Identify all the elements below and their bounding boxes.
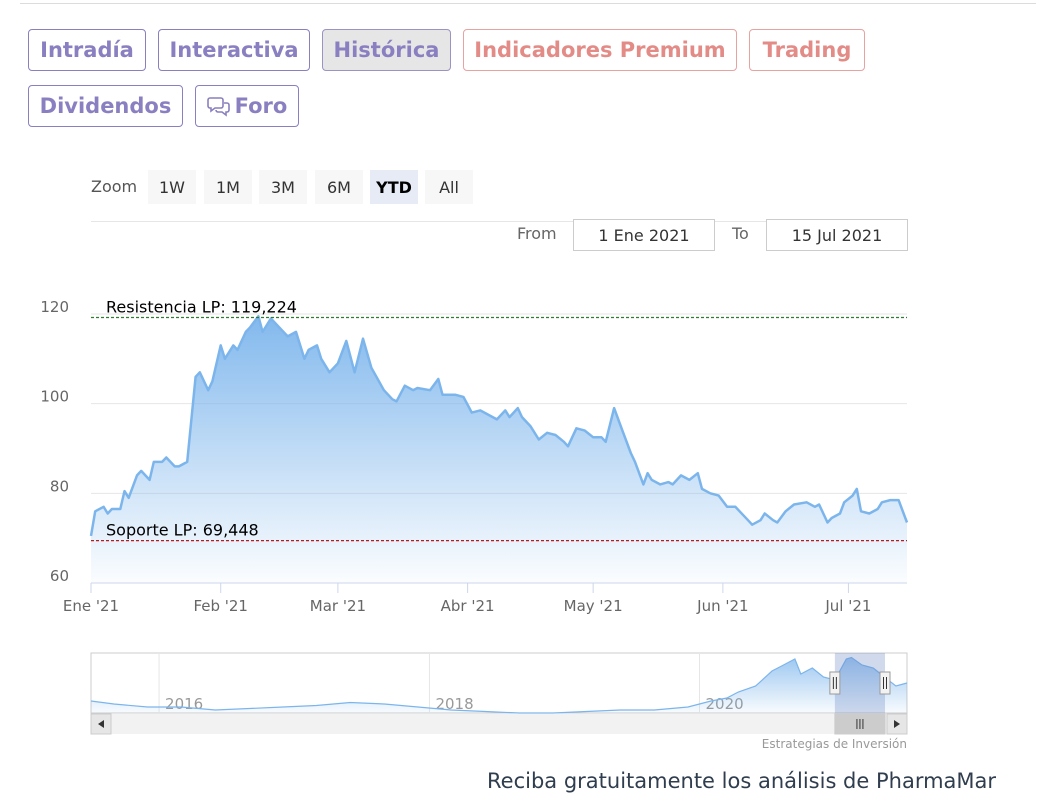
pharmamar-cta-link[interactable]: Reciba gratuitamente los análisis de Pha… — [487, 769, 997, 793]
y-tick-label: 100 — [40, 388, 69, 406]
x-tick-label: Abr '21 — [441, 597, 495, 615]
zoom-6m-button[interactable]: 6M — [315, 170, 363, 204]
x-tick-label: Mar '21 — [310, 597, 366, 615]
zoom-ytd-button[interactable]: YTD — [370, 170, 418, 204]
zoom-all-button[interactable]: All — [425, 170, 473, 204]
handle-box — [829, 671, 841, 695]
x-tick-label: Feb '21 — [193, 597, 248, 615]
tab-interactiva[interactable]: Interactiva — [158, 29, 310, 71]
tab-trading[interactable]: Trading — [749, 29, 865, 71]
chart-credits[interactable]: Estrategias de Inversión — [761, 737, 907, 751]
tab-label: Trading — [762, 38, 852, 62]
tab-label: Foro — [234, 94, 288, 118]
thumb-box — [834, 713, 886, 735]
tab-label: Dividendos — [39, 94, 172, 118]
from-date-input[interactable]: 1 Ene 2021 — [573, 219, 715, 251]
navigator-year-label: 2016 — [165, 695, 203, 713]
tab-intradia[interactable]: Intradía — [28, 29, 146, 71]
y-tick-label: 60 — [50, 567, 69, 585]
scroll-button-box — [90, 713, 112, 735]
x-tick-label: Jul '21 — [824, 597, 871, 615]
navigator-year-label: 2018 — [435, 695, 473, 713]
top-divider — [20, 3, 1036, 4]
x-tick-label: Ene '21 — [63, 597, 119, 615]
tab-foro[interactable]: Foro — [195, 85, 299, 127]
from-label: From — [517, 224, 557, 243]
range-divider — [91, 221, 907, 222]
arrow-right-icon — [894, 720, 900, 728]
support-label: Soporte LP: 69,448 — [106, 521, 259, 540]
zoom-1m-button[interactable]: 1M — [204, 170, 252, 204]
navigator-line — [90, 656, 908, 714]
tab-dividendos[interactable]: Dividendos — [28, 85, 183, 127]
speech-bubbles-icon — [206, 97, 230, 117]
x-tick-label: May '21 — [564, 597, 623, 615]
scrollbar-thumb[interactable] — [834, 713, 886, 735]
tab-indicadores-premium[interactable]: Indicadores Premium — [463, 29, 737, 71]
y-tick-label: 120 — [40, 298, 69, 316]
x-tick-label: Jun '21 — [696, 597, 748, 615]
tab-label: Intradía — [40, 38, 134, 62]
navigator-selection — [834, 653, 885, 713]
arrow-left-icon — [98, 720, 104, 728]
tab-label: Interactiva — [169, 38, 299, 62]
zoom-1w-button[interactable]: 1W — [148, 170, 196, 204]
navigator-right-handle[interactable] — [879, 671, 891, 695]
scroll-left-button[interactable] — [90, 713, 112, 735]
handle-box — [879, 671, 891, 695]
tab-label: Histórica — [333, 38, 440, 62]
price-area — [91, 316, 907, 583]
price-line — [89, 314, 909, 537]
zoom-label: Zoom — [91, 177, 138, 196]
navigator-left-handle[interactable] — [829, 671, 841, 695]
y-tick-label: 80 — [50, 477, 69, 495]
navigator-year-label: 2020 — [705, 695, 743, 713]
zoom-3m-button[interactable]: 3M — [259, 170, 307, 204]
scroll-button-box — [886, 713, 908, 735]
tab-historica[interactable]: Histórica — [322, 29, 451, 71]
scroll-right-button[interactable] — [886, 713, 908, 735]
to-label: To — [732, 224, 749, 243]
navigator-frame — [90, 652, 908, 714]
navigator-area — [91, 657, 907, 713]
resistance-label: Resistencia LP: 119,224 — [106, 297, 297, 316]
tab-label: Indicadores Premium — [474, 38, 726, 62]
to-date-input[interactable]: 15 Jul 2021 — [766, 219, 908, 251]
scrollbar-track — [91, 714, 907, 734]
